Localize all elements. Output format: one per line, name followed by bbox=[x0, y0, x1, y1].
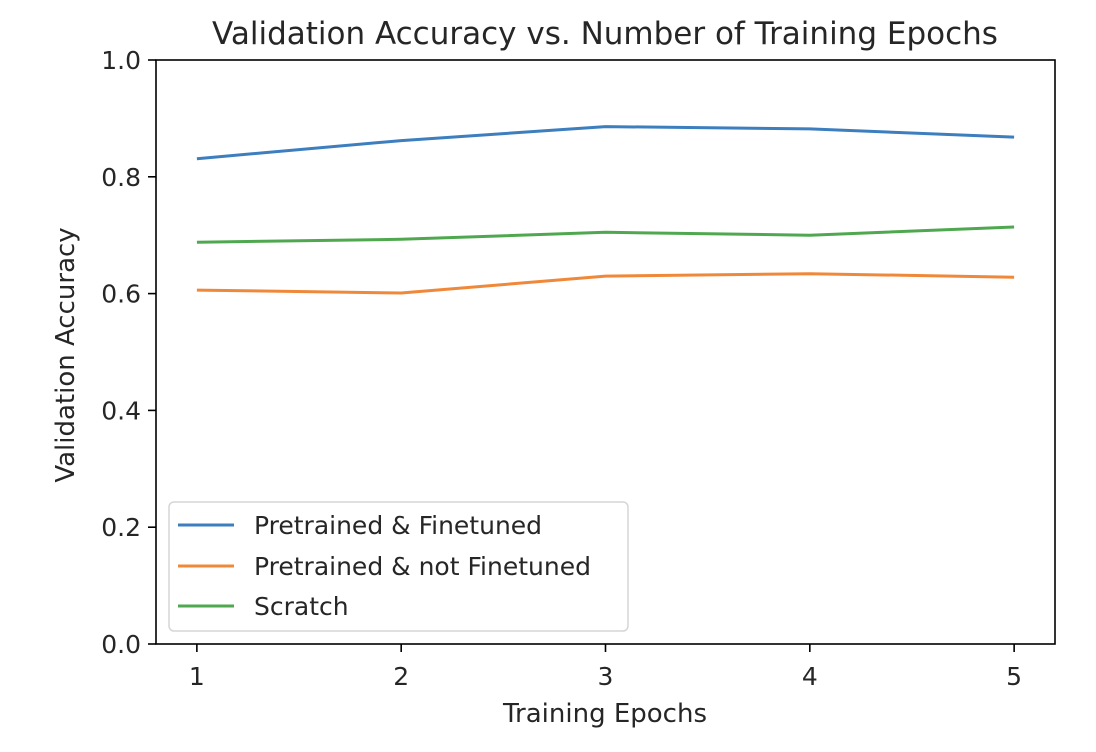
y-tick-label: 0.8 bbox=[101, 163, 141, 192]
legend-box bbox=[168, 501, 629, 632]
y-tick-label: 0.4 bbox=[101, 396, 141, 425]
x-axis-ticks: 1 2 3 4 5 bbox=[189, 644, 1022, 691]
chart-title: Validation Accuracy vs. Number of Traini… bbox=[212, 16, 998, 52]
x-tick-label: 5 bbox=[1006, 662, 1022, 691]
legend: Pretrained & Finetuned Pretrained & not F… bbox=[168, 501, 629, 632]
y-tick-label: 0.2 bbox=[101, 513, 141, 542]
series-line-2 bbox=[196, 225, 1015, 244]
y-tick-label: 0.0 bbox=[101, 630, 141, 659]
legend-label-0: Pretrained & Finetuned bbox=[254, 511, 542, 540]
y-axis-ticks: 0.0 0.2 0.4 0.6 0.8 1.0 bbox=[101, 46, 156, 659]
x-tick-label: 1 bbox=[189, 662, 205, 691]
series-line-0 bbox=[196, 125, 1015, 161]
legend-label-1: Pretrained & not Finetuned bbox=[254, 552, 591, 581]
legend-label-2: Scratch bbox=[254, 592, 349, 621]
x-tick-label: 2 bbox=[393, 662, 409, 691]
legend-entries: Pretrained & Finetuned Pretrained & not F… bbox=[178, 511, 591, 621]
x-axis-label: Training Epochs bbox=[502, 699, 707, 729]
x-tick-label: 4 bbox=[802, 662, 818, 691]
plot-lines bbox=[196, 125, 1015, 295]
series-line-1 bbox=[196, 272, 1015, 295]
y-tick-label: 1.0 bbox=[101, 46, 141, 75]
x-tick-label: 3 bbox=[598, 662, 614, 691]
y-axis-label: Validation Accuracy bbox=[51, 227, 81, 482]
y-tick-label: 0.6 bbox=[101, 280, 141, 309]
